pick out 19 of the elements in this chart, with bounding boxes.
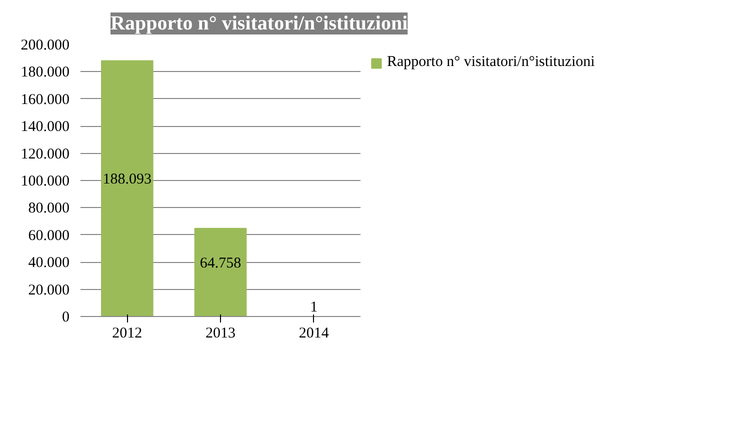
y-tick-label: 200.000 (20, 38, 70, 54)
y-tick-label: 140.000 (20, 119, 70, 136)
text: 1 (310, 300, 318, 316)
legend-label: Rapporto n° visitatori/n°istituzioni (387, 54, 595, 71)
y-tick-label: 20.000 (28, 282, 70, 298)
y-tick-label: 40.000 (28, 255, 70, 272)
x-tick-label: 2013 (206, 326, 236, 342)
text: 64.758 (200, 255, 242, 272)
y-tick-label: 80.000 (28, 200, 70, 217)
x-tick-label: 2012 (112, 326, 142, 342)
y-tick-label: 100.000 (20, 174, 70, 190)
y-tick-label: 60.000 (28, 228, 70, 244)
chart-title: Rapporto n° visitatori/n°istituzioni (110, 12, 408, 34)
y-tick-label: 160.000 (20, 92, 70, 108)
y-tick-label: 180.000 (20, 64, 70, 81)
x-tick-label: 2014 (298, 326, 330, 342)
y-tick-label: 120.000 (20, 146, 70, 162)
y-tick-label: 0 (62, 310, 70, 326)
text: 188.093 (102, 172, 152, 188)
